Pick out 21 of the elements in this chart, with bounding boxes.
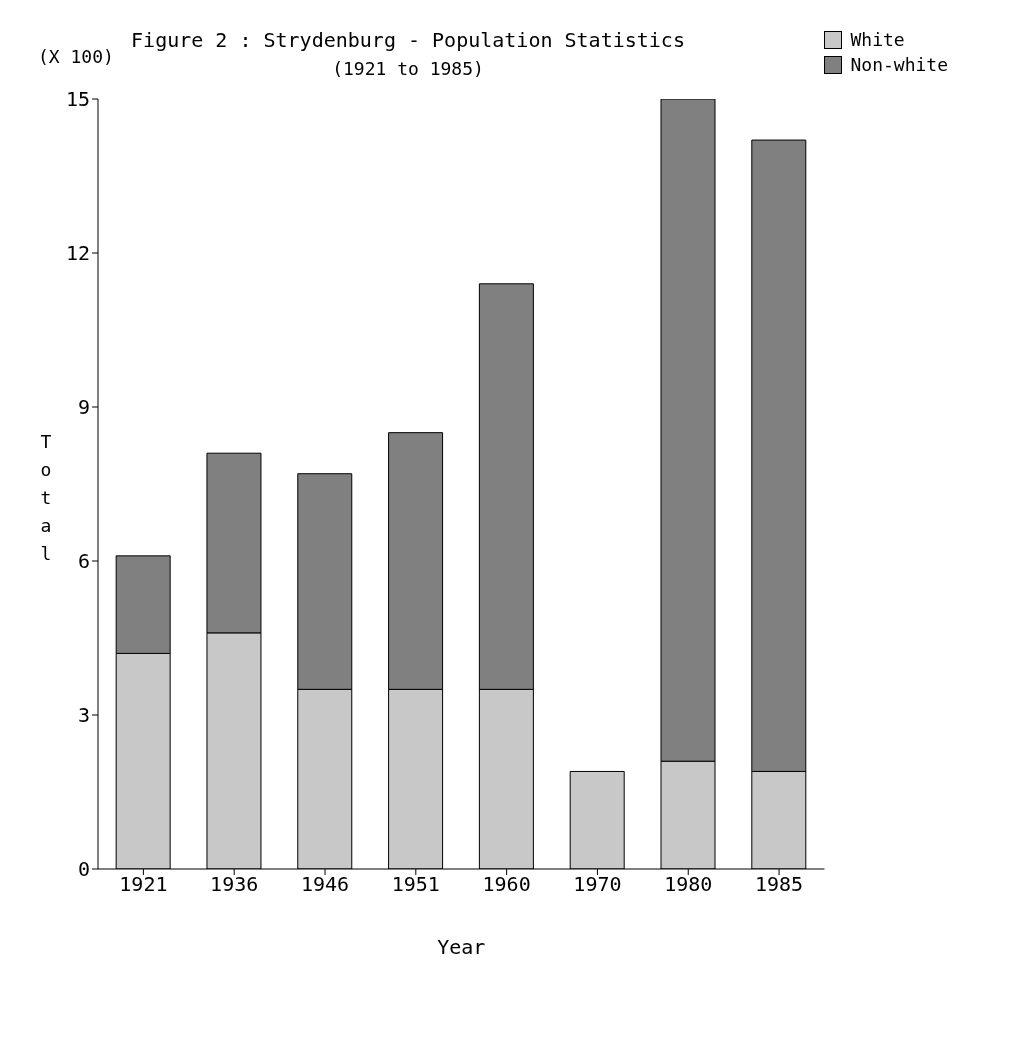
y-tick-label: 0 xyxy=(77,857,90,882)
legend-label: Non-white xyxy=(850,54,948,75)
y-axis-title: Total xyxy=(39,430,53,566)
x-tick-label: 1970 xyxy=(573,872,622,897)
x-tick-label: 1980 xyxy=(664,872,713,897)
y-tick-label: 3 xyxy=(77,703,90,728)
chart-title: Figure 2 : Strydenburg - Population Statistics xyxy=(131,28,685,52)
y-tick-label: 6 xyxy=(77,549,90,574)
y-tick-label: 12 xyxy=(65,241,90,266)
legend-label: White xyxy=(850,29,905,50)
x-tick-label: 1951 xyxy=(391,872,440,897)
x-tick-label: 1946 xyxy=(300,872,350,897)
x-tick-label: 1985 xyxy=(754,872,804,897)
x-tick-label: 1960 xyxy=(482,872,531,897)
chart-subtitle: (1921 to 1985) xyxy=(332,58,484,79)
x-tick-label: 1936 xyxy=(210,872,259,897)
x-tick-label: 1921 xyxy=(119,872,168,897)
y-tick-label: 9 xyxy=(77,395,90,420)
text: (X 100) xyxy=(38,46,114,67)
x-axis-title: Year xyxy=(437,935,486,959)
y-tick-label: 15 xyxy=(65,87,90,112)
